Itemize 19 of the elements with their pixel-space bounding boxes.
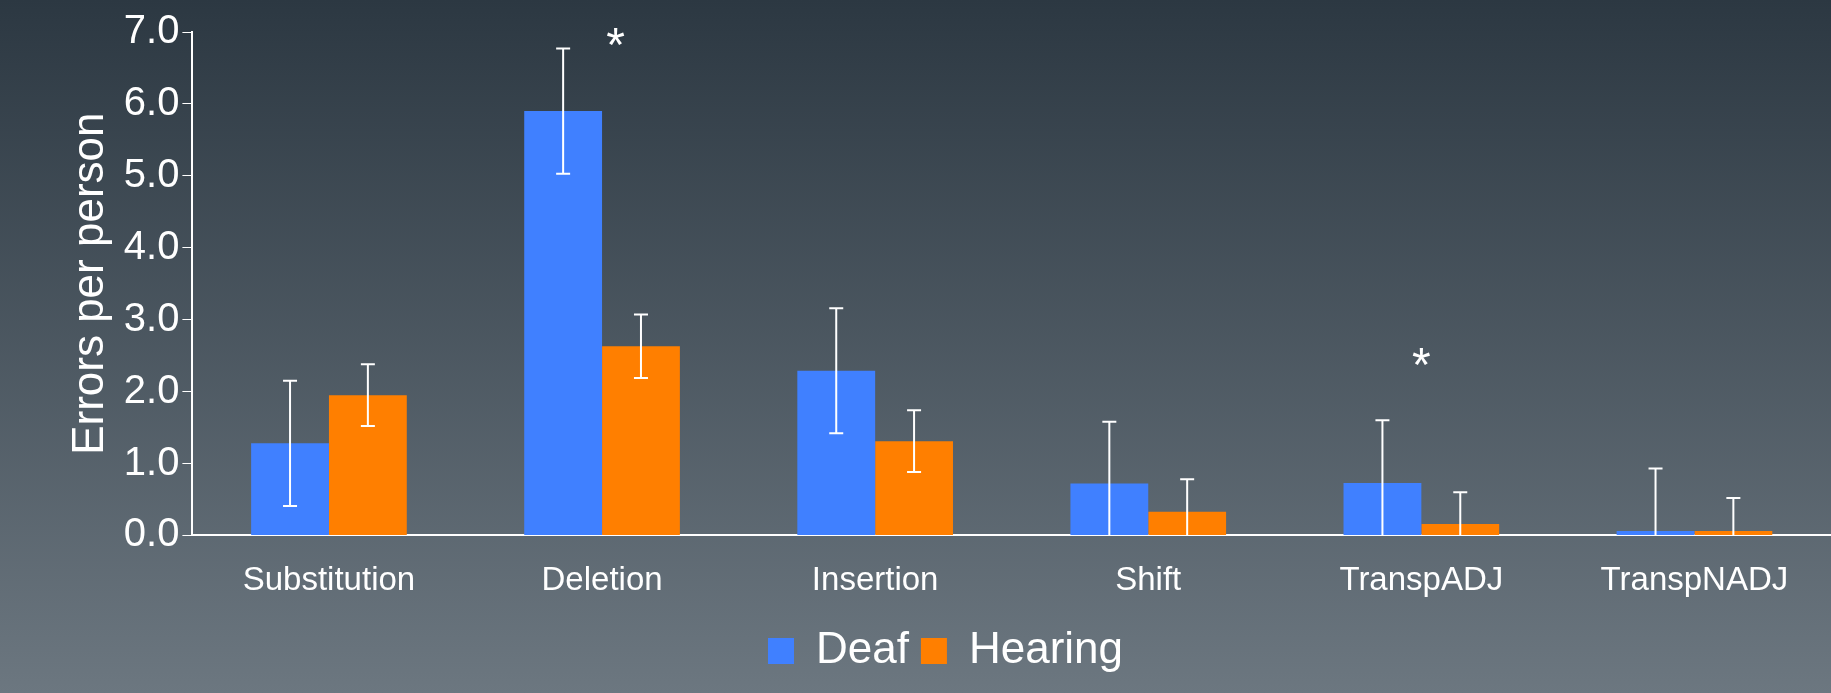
x-tick-label: Shift: [1115, 560, 1182, 598]
annotation: *: [606, 18, 626, 72]
y-tick-label: 5.0: [123, 150, 180, 195]
x-tick-label: Insertion: [811, 560, 939, 598]
y-tick-label: 3.0: [123, 294, 180, 339]
x-tick-label: TranspNADJ: [1600, 560, 1789, 598]
y-tick-label: 0.0: [123, 510, 180, 555]
y-tick-label: 4.0: [123, 222, 180, 267]
annotation: *: [1412, 338, 1431, 392]
y-tick-label: 7.0: [123, 7, 180, 52]
y-tick-label: 1.0: [123, 438, 180, 483]
x-tick-label: Deletion: [541, 560, 663, 598]
x-tick-label: TranspADJ: [1339, 560, 1504, 598]
legend-label: Hearing: [968, 623, 1124, 673]
y-axis-title: Errors per person: [62, 112, 112, 455]
legend-label: Deaf: [815, 623, 910, 673]
x-tick-label: Substitution: [242, 560, 416, 598]
y-tick-label: 6.0: [123, 78, 180, 123]
y-tick-label: 2.0: [123, 366, 180, 411]
